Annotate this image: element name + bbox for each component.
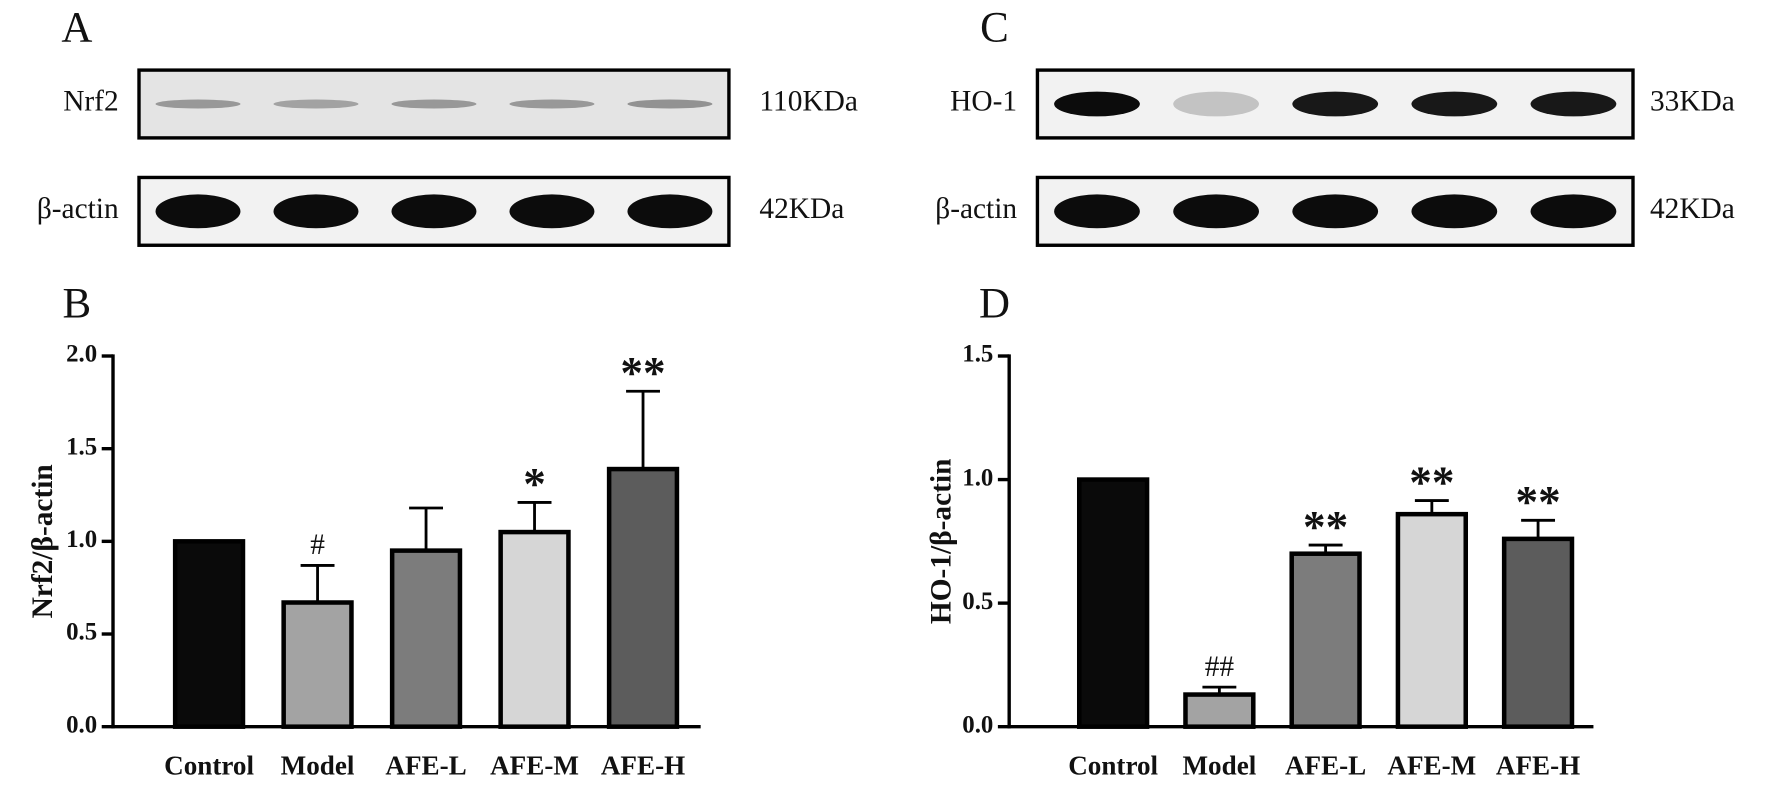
bar	[1395, 511, 1469, 729]
x-tick-label: Model	[1182, 751, 1256, 781]
x-tick-label: AFE-M	[1387, 751, 1476, 781]
bar	[1076, 477, 1150, 729]
y-tick-label: 1.5	[962, 341, 993, 368]
bar	[389, 548, 463, 729]
y-tick-label: 1.0	[962, 464, 993, 491]
significance-mark: **	[1409, 457, 1454, 507]
significance-mark: **	[1515, 477, 1560, 527]
blot-band	[155, 99, 241, 109]
blot-band	[1054, 91, 1140, 117]
size-label: 42KDa	[759, 193, 844, 225]
blot-band	[391, 99, 477, 109]
blot-band	[1173, 91, 1259, 117]
bar	[606, 466, 680, 729]
blot-band	[273, 194, 359, 229]
significance-mark: ##	[1205, 651, 1235, 683]
bar	[1183, 692, 1256, 729]
blot-band	[1054, 194, 1140, 229]
y-tick-label: 0.0	[962, 711, 993, 738]
blot-band	[1292, 194, 1379, 229]
x-tick-label: AFE-H	[601, 751, 685, 781]
y-tick-label: 1.5	[66, 433, 97, 460]
panel-label: A	[61, 5, 92, 52]
x-tick-label: AFE-H	[1496, 751, 1580, 781]
panel-label: C	[980, 5, 1009, 52]
blot-band	[1530, 194, 1617, 229]
panel-label: B	[63, 280, 92, 327]
panel-label: D	[979, 280, 1010, 327]
blot-band	[391, 194, 477, 229]
size-label: 42KDa	[1650, 193, 1735, 225]
bar	[281, 600, 354, 729]
significance-mark: #	[310, 529, 325, 561]
y-tick-label: 0.0	[66, 711, 97, 738]
bar	[172, 539, 246, 729]
bar	[1501, 536, 1575, 729]
y-tick-label: 1.0	[66, 526, 97, 553]
y-tick-label: 0.5	[962, 588, 993, 615]
blot-band	[155, 194, 241, 229]
significance-mark: **	[620, 348, 665, 398]
x-tick-label: AFE-M	[490, 751, 579, 781]
x-tick-label: Control	[1068, 751, 1158, 781]
bar	[1289, 551, 1362, 729]
bar	[498, 529, 571, 729]
blot-band	[509, 99, 595, 109]
blot-band	[627, 99, 713, 109]
blot-band	[1411, 194, 1498, 229]
x-tick-label: AFE-L	[1285, 751, 1366, 781]
blot-band	[1292, 91, 1379, 117]
significance-mark: *	[523, 459, 546, 509]
x-tick-label: AFE-L	[385, 751, 466, 781]
protein-label: β-actin	[37, 193, 119, 225]
blot-band	[273, 99, 359, 109]
blot-band	[509, 194, 595, 229]
blot-band	[627, 194, 713, 229]
y-axis-label: Nrf2/β-actin	[27, 464, 59, 618]
blot-band	[1530, 91, 1617, 117]
y-tick-label: 2.0	[66, 341, 97, 368]
blot-band	[1173, 194, 1259, 229]
protein-label: Nrf2	[63, 86, 118, 118]
protein-label: HO-1	[950, 86, 1017, 118]
protein-label: β-actin	[935, 193, 1017, 225]
x-tick-label: Model	[281, 751, 355, 781]
y-tick-label: 0.5	[66, 619, 97, 646]
x-tick-label: Control	[164, 751, 254, 781]
size-label: 33KDa	[1650, 86, 1735, 118]
blot-band	[1411, 91, 1498, 117]
significance-mark: **	[1303, 502, 1348, 552]
size-label: 110KDa	[759, 86, 857, 118]
y-axis-label: HO-1/β-actin	[925, 459, 957, 625]
